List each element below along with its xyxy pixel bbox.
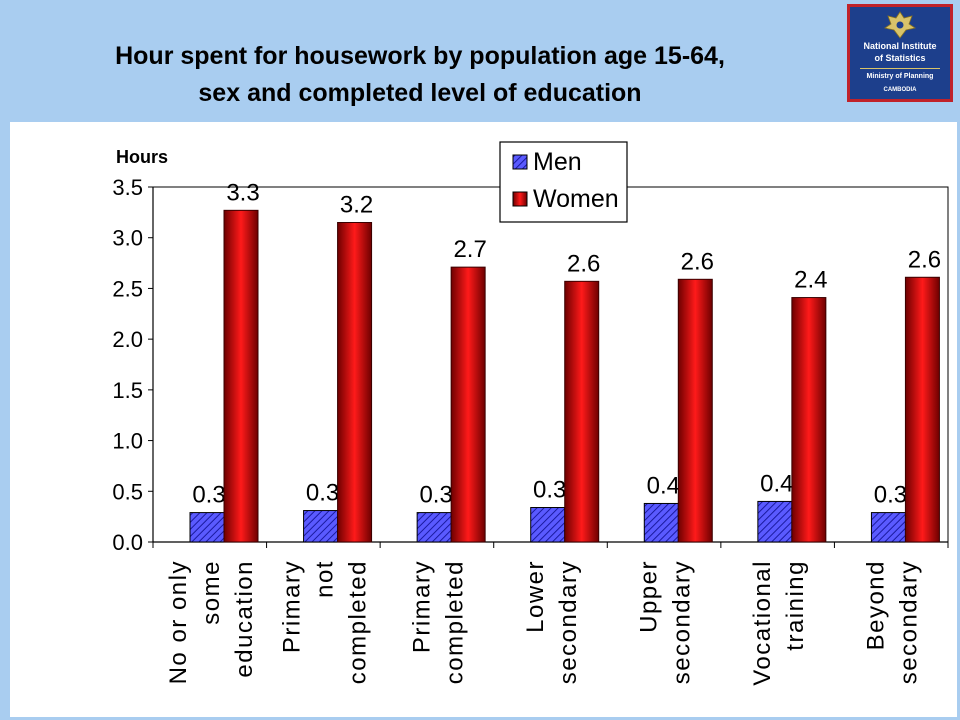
x-category-label: secondary	[669, 560, 696, 684]
data-label-men: 0.3	[419, 482, 452, 509]
bar-men	[189, 512, 225, 543]
data-label-men: 0.4	[760, 470, 793, 497]
logo-divider	[860, 68, 940, 69]
data-label-women: 2.6	[681, 248, 714, 275]
data-label-women: 2.6	[908, 246, 941, 273]
logo-line-4: CAMBODIA	[883, 87, 917, 93]
data-label-women: 3.2	[340, 192, 373, 219]
data-label-women: 2.6	[567, 250, 600, 277]
bar-women	[904, 276, 940, 543]
x-category-label: completed	[344, 560, 371, 684]
x-category-label: completed	[441, 560, 468, 684]
bar-women	[223, 209, 259, 543]
data-label-men: 0.3	[306, 480, 339, 507]
crest-icon	[883, 11, 917, 39]
bar-women	[791, 297, 827, 543]
y-tick-label: 1.0	[112, 429, 143, 454]
bar-men	[416, 512, 452, 543]
x-category-label: not	[311, 560, 338, 598]
y-tick-label: 1.5	[112, 378, 143, 403]
institute-logo: National Institute of Statistics Ministr…	[847, 4, 953, 102]
data-label-women: 2.4	[794, 267, 827, 294]
bar-men	[643, 502, 679, 543]
bar-men	[870, 512, 906, 543]
x-category-label: Primary	[408, 560, 435, 653]
data-label-women: 2.7	[453, 236, 486, 263]
y-axis-title: Hours	[116, 147, 168, 167]
chart-title: Hour spent for housework by population a…	[0, 38, 840, 112]
y-tick-label: 2.5	[112, 276, 143, 301]
legend-swatch-men	[512, 154, 528, 170]
bar-men	[757, 500, 793, 543]
data-label-women: 3.3	[226, 179, 259, 206]
bar-women	[564, 280, 600, 543]
x-category-label: training	[782, 560, 809, 651]
data-label-men: 0.3	[192, 482, 225, 509]
x-category-label: education	[231, 560, 258, 678]
chart-title-line-2: sex and completed level of education	[198, 79, 642, 107]
x-category-label: Primary	[278, 560, 305, 653]
x-category-label: secondary	[896, 560, 923, 684]
y-tick-label: 0.5	[112, 479, 143, 504]
y-tick-label: 3.0	[112, 226, 143, 251]
bar-women	[677, 278, 713, 543]
y-tick-label: 0.0	[112, 530, 143, 555]
chart-title-line-1: Hour spent for housework by population a…	[115, 42, 725, 70]
legend-label-men: Men	[533, 148, 582, 176]
legend-label-women: Women	[533, 185, 619, 213]
x-category-label: secondary	[555, 560, 582, 684]
chart-area: 0.0 0.5 1.0 1.5 2.0 2.5 3.0 3.5 Hours 0.3 3.3 No or…	[10, 122, 957, 717]
legend-swatch-women	[512, 191, 528, 207]
x-category-label: Vocational	[749, 560, 776, 686]
x-category-label: Lower	[522, 560, 549, 633]
y-tick-label: 3.5	[112, 175, 143, 200]
logo-line-1: National Institute	[863, 41, 937, 51]
legend-box	[499, 141, 628, 223]
x-category-label: No or only	[165, 560, 192, 684]
data-label-men: 0.4	[647, 472, 680, 499]
bar-women	[450, 266, 486, 543]
x-category-label: Upper	[636, 560, 663, 633]
x-category-label: Beyond	[863, 560, 890, 650]
bar-men	[303, 510, 339, 543]
data-label-men: 0.3	[533, 477, 566, 504]
y-tick-label: 2.0	[112, 327, 143, 352]
logo-line-3: Ministry of Planning	[866, 73, 934, 80]
legend: Men Women	[499, 141, 628, 223]
logo-line-2: of Statistics	[874, 53, 926, 63]
x-category-label: some	[198, 560, 225, 625]
data-label-men: 0.3	[874, 482, 907, 509]
bar-men	[530, 507, 566, 543]
plot-border	[153, 186, 949, 542]
bar-chart: 0.0 0.5 1.0 1.5 2.0 2.5 3.0 3.5 Hours 0.3 3.3 No or…	[112, 141, 949, 686]
bar-women	[337, 222, 373, 543]
